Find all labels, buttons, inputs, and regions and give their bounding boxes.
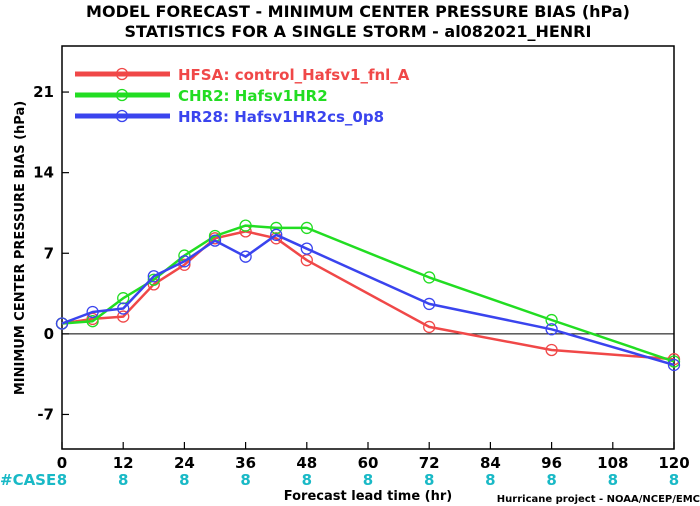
legend-entry: HR28: Hafsv1HR2cs_0p8: [178, 108, 384, 126]
data-point: [208, 234, 222, 247]
data-point: [117, 302, 130, 315]
data-point: [667, 358, 681, 372]
data-point: [270, 228, 283, 241]
case-count: 8: [424, 471, 434, 489]
case-count: 8: [546, 471, 556, 489]
x-tick-label: 120: [658, 454, 689, 472]
x-tick-label: 96: [541, 454, 562, 472]
legend: HFSA: control_Hafsv1_fnl_A CHR2: Hafsv1HR…: [75, 66, 410, 126]
case-count: 8: [240, 471, 250, 489]
legend-entry: HFSA: control_Hafsv1_fnl_A: [178, 66, 410, 84]
x-tick-label: 108: [597, 454, 628, 472]
data-point: [667, 355, 681, 368]
case-count: 8: [669, 471, 679, 489]
data-point: [178, 255, 191, 268]
x-tick-label: 48: [296, 454, 317, 472]
case-count-row: 8 8 8 8 8 8 8 8 8 8 8: [57, 471, 679, 489]
data-point: [239, 250, 252, 263]
y-axis-label: MINIMUM CENTER PRESSURE BIAS (hPa): [13, 101, 28, 395]
x-tick-label: 24: [174, 454, 195, 472]
x-tick-label: 84: [480, 454, 501, 472]
case-count: 8: [608, 471, 618, 489]
data-point: [423, 297, 436, 311]
data-point: [239, 219, 252, 232]
series-layer: [55, 219, 681, 372]
series-3: [55, 228, 681, 372]
series-line: [61, 230, 675, 361]
data-point: [86, 305, 99, 319]
chart-subtitle: STATISTICS FOR A SINGLE STORM - al082021…: [125, 22, 592, 41]
y-tick-label: -7: [37, 405, 54, 423]
data-point: [55, 317, 69, 330]
data-point: [545, 313, 558, 327]
series-1: [55, 225, 681, 366]
data-point: [423, 271, 436, 284]
data-point: [147, 273, 160, 286]
data-point: [545, 323, 558, 336]
legend-marker: [115, 88, 129, 102]
x-tick-label: 72: [419, 454, 440, 472]
x-axis-label: Forecast lead time (hr): [284, 489, 452, 504]
plot-area: [61, 45, 675, 450]
y-tick-label: 21: [33, 83, 54, 101]
data-point: [545, 343, 558, 357]
case-count: 8: [363, 471, 373, 489]
case-count: 8: [485, 471, 495, 489]
chart-title: MODEL FORECAST - MINIMUM CENTER PRESSURE…: [86, 2, 630, 21]
series-line: [61, 224, 675, 363]
y-tick-label: 7: [44, 244, 54, 262]
case-count: 8: [302, 471, 312, 489]
case-label: #CASE: [0, 471, 56, 489]
data-point: [300, 221, 313, 235]
data-point: [423, 320, 436, 334]
x-tick-label: 36: [235, 454, 256, 472]
data-point: [117, 310, 130, 323]
data-point: [270, 221, 283, 235]
credit-text: Hurricane project - NOAA/NCEP/EMC: [497, 494, 700, 505]
data-point: [300, 242, 313, 255]
case-count: 8: [57, 471, 67, 489]
y-tick-label: 14: [33, 164, 54, 182]
legend-marker: [115, 109, 129, 123]
y-tick-label: 0: [44, 325, 54, 343]
x-axis-ticks: 0 12 24 36 48 60 72 84 96 108 120: [57, 442, 690, 472]
x-tick-label: 0: [57, 454, 67, 472]
series-line: [61, 233, 675, 367]
legend-entry: CHR2: Hafsv1HR2: [178, 87, 328, 105]
x-tick-label: 60: [358, 454, 379, 472]
data-point: [147, 270, 160, 283]
case-count: 8: [118, 471, 128, 489]
x-tick-label: 12: [113, 454, 134, 472]
legend-marker: [115, 67, 129, 81]
data-point: [86, 315, 99, 328]
case-count: 8: [179, 471, 189, 489]
y-axis-ticks: -7 0 7 14 21: [33, 83, 69, 423]
